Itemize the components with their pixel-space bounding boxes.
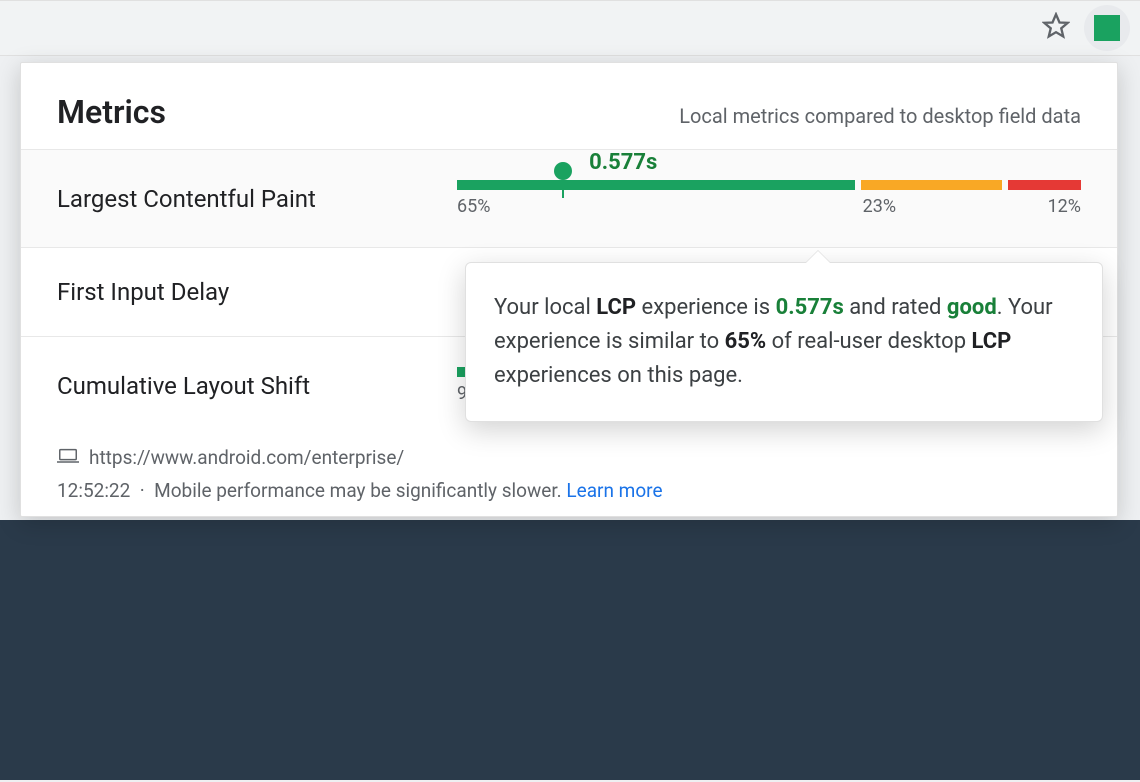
segment-label: 23% bbox=[863, 196, 1007, 217]
footer-status-row: 12:52:22 · Mobile performance may be sig… bbox=[57, 479, 1081, 502]
browser-omnibox bbox=[0, 0, 1140, 56]
tooltip-text: and rated bbox=[844, 295, 947, 320]
learn-more-link[interactable]: Learn more bbox=[566, 479, 662, 502]
metric-label: Largest Contentful Paint bbox=[57, 185, 457, 213]
laptop-icon bbox=[57, 446, 79, 469]
segment-orange bbox=[861, 180, 1002, 190]
tooltip-value: 0.577s bbox=[776, 295, 844, 320]
tooltip-text: experience is bbox=[636, 295, 775, 320]
segment-red bbox=[1008, 180, 1081, 190]
tooltip-metric: LCP bbox=[972, 329, 1012, 354]
page-url: https://www.android.com/enterprise/ bbox=[89, 446, 404, 469]
tooltip-text: of real-user desktop bbox=[766, 329, 971, 354]
metric-chart: 65%23%12%0.577s bbox=[457, 180, 1081, 217]
mobile-warning: Mobile performance may be significantly … bbox=[154, 479, 562, 502]
panel-subtitle: Local metrics compared to desktop field … bbox=[679, 104, 1081, 128]
panel-footer: https://www.android.com/enterprise/ 12:5… bbox=[21, 434, 1117, 502]
separator: · bbox=[140, 479, 145, 502]
panel-header: Metrics Local metrics compared to deskto… bbox=[21, 63, 1117, 149]
tooltip-metric: LCP bbox=[596, 295, 636, 320]
metric-label: First Input Delay bbox=[57, 278, 457, 306]
metric-label: Cumulative Layout Shift bbox=[57, 372, 457, 400]
tooltip-text: experiences on this page. bbox=[494, 363, 743, 388]
metric-tooltip: Your local LCP experience is 0.577s and … bbox=[465, 262, 1103, 422]
distribution-bar bbox=[457, 180, 1081, 190]
segment-labels: 65%23%12% bbox=[457, 196, 1081, 217]
segment-label: 65% bbox=[457, 196, 863, 217]
timestamp: 12:52:22 bbox=[57, 479, 130, 502]
tooltip-rating: good bbox=[947, 295, 997, 320]
panel-title: Metrics bbox=[57, 93, 166, 131]
extension-icon bbox=[1094, 15, 1120, 41]
bookmark-star-icon[interactable] bbox=[1042, 12, 1070, 44]
footer-url-row: https://www.android.com/enterprise/ bbox=[57, 446, 1081, 469]
segment-green bbox=[457, 180, 855, 190]
page-background bbox=[0, 520, 1140, 780]
metric-value: 0.577s bbox=[589, 150, 657, 175]
tooltip-text: Your local bbox=[494, 295, 596, 320]
extension-button[interactable] bbox=[1084, 5, 1130, 51]
tooltip-percent: 65% bbox=[725, 329, 767, 354]
metric-row-lcp[interactable]: Largest Contentful Paint65%23%12%0.577s bbox=[21, 149, 1117, 247]
segment-label: 12% bbox=[1006, 196, 1081, 217]
